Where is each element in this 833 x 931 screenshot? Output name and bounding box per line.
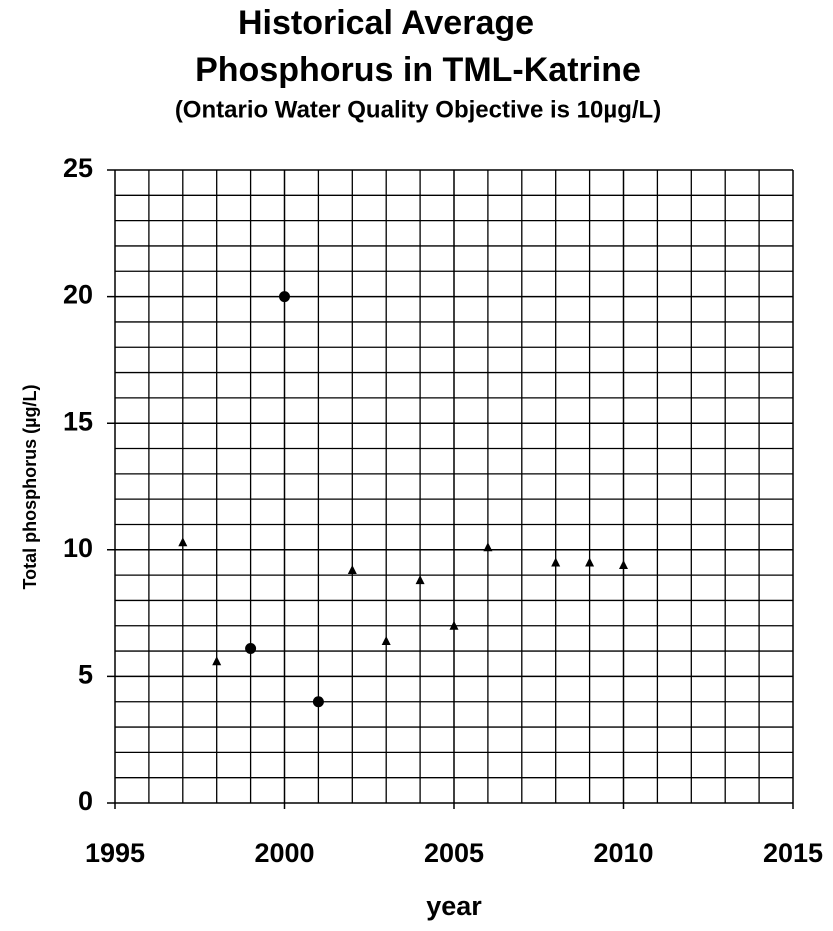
data-point [381, 635, 391, 645]
data-point [279, 291, 290, 303]
y-tick-label: 25 [63, 153, 93, 183]
data-point [178, 537, 188, 547]
x-tick-label: 2005 [424, 838, 484, 868]
y-tick-label: 20 [63, 280, 93, 310]
x-tick-label: 1995 [85, 838, 145, 868]
data-point [312, 696, 324, 708]
x-tick-label: 2015 [763, 838, 823, 868]
data-point [449, 620, 459, 630]
data-point [551, 557, 561, 567]
data-point [619, 559, 628, 569]
chart-title: Phosphorus in TML-Katrine [195, 51, 641, 89]
data-point [483, 542, 493, 552]
x-tick-label: 2000 [254, 838, 314, 868]
y-tick-label: 10 [63, 533, 93, 563]
data-point [212, 656, 222, 666]
data-point [347, 565, 357, 575]
data-point [415, 575, 425, 585]
x-tick-label: 2010 [593, 838, 653, 868]
y-axis-label: Total phosphorus (µg/L) [20, 384, 40, 589]
data-point [585, 557, 595, 567]
y-tick-label: 5 [78, 660, 93, 690]
chart-title: Historical Average [238, 4, 534, 42]
data-point [245, 643, 257, 655]
x-axis-label: year [426, 891, 482, 921]
y-tick-label: 15 [63, 406, 93, 436]
chart-subtitle: (Ontario Water Quality Objective is 10µg… [175, 96, 661, 123]
y-tick-label: 0 [78, 786, 93, 816]
